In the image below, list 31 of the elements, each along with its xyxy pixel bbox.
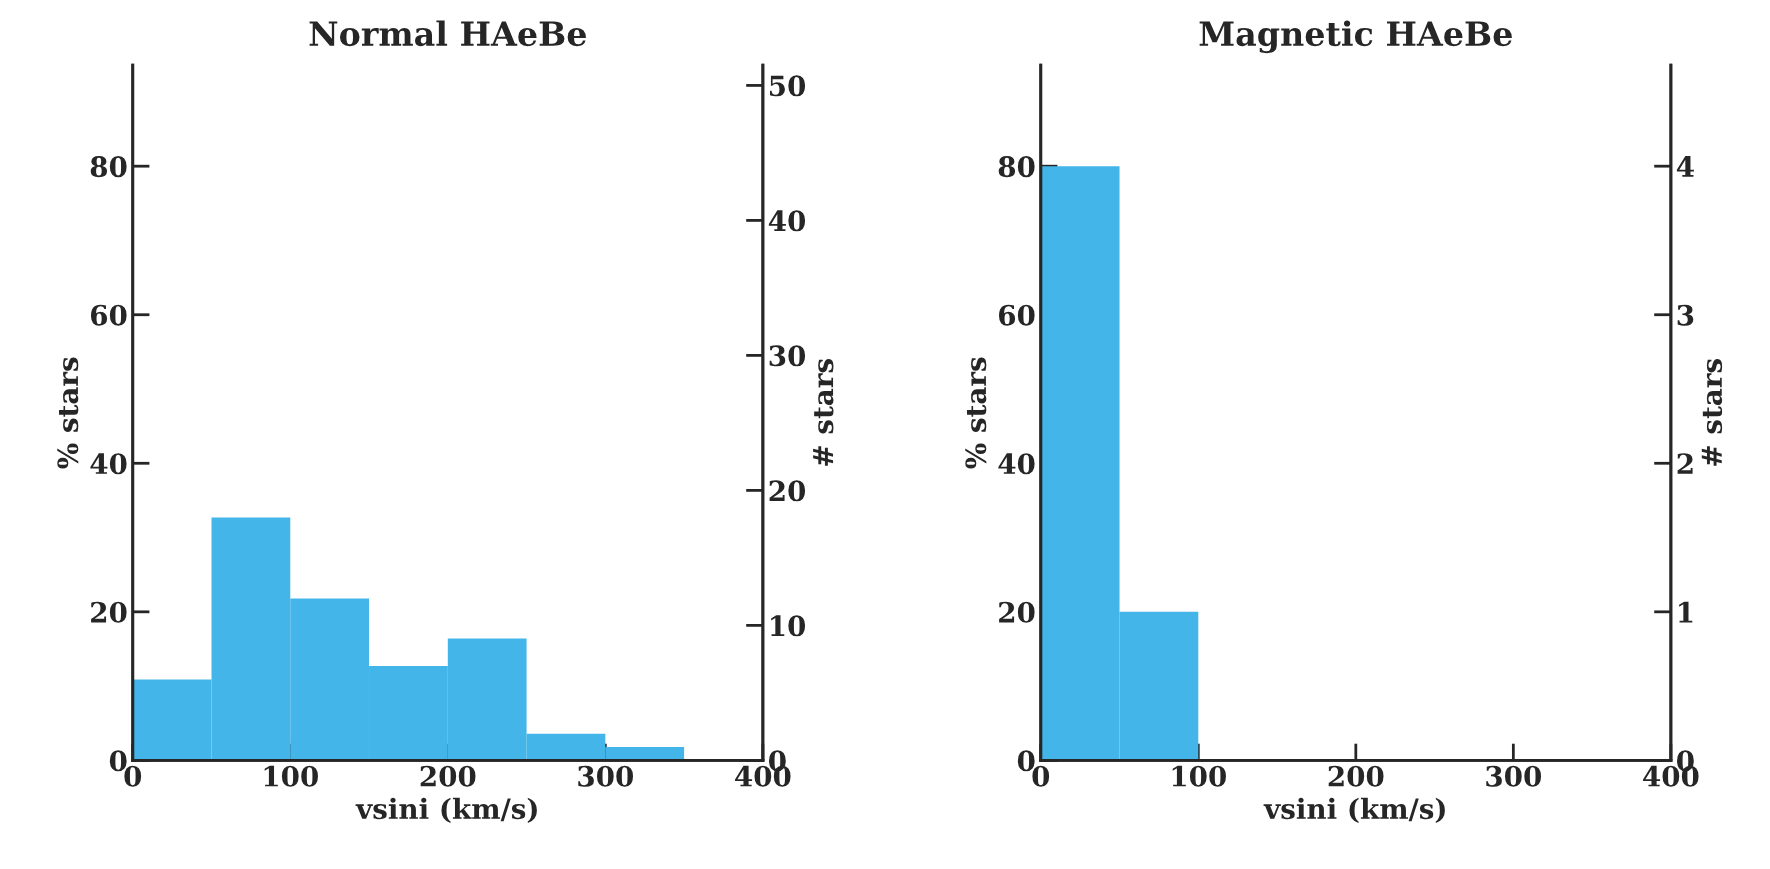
y-tick-label: 20	[999, 601, 1035, 623]
y-axis-title: % stars	[965, 357, 987, 469]
y2-tick-label: 20	[769, 480, 806, 502]
y-tick-label: 80	[90, 156, 127, 178]
y-tick-label: 40	[90, 453, 127, 475]
chart-title: Magnetic HAeBe	[1199, 20, 1512, 54]
x-tick-label: 100	[264, 765, 318, 787]
x-tick-label: 300	[1486, 765, 1542, 787]
y2-tick-label: 2	[1677, 453, 1693, 474]
chart-title: Normal HAeBe	[309, 20, 586, 47]
x-tick-label: 300	[578, 765, 634, 787]
y-tick-label: 20	[91, 601, 127, 623]
y-tick-label: 40	[998, 453, 1035, 475]
y-tick-label: 60	[998, 304, 1035, 326]
x-axis-title: vsini (km/s)	[355, 797, 537, 824]
y2-tick-label: 4	[1676, 156, 1694, 177]
y-tick-label: 60	[90, 304, 127, 326]
x-tick-label: 100	[1172, 765, 1226, 787]
x-tick-label: 200	[1328, 765, 1384, 787]
x-axis-title: vsini (km/s)	[1263, 797, 1445, 824]
y-axis-title: % stars	[57, 357, 79, 469]
y2-tick-label: 3	[1677, 304, 1694, 326]
y2-tick-label: 1	[1679, 601, 1693, 623]
y2-axis-title: # stars	[813, 359, 834, 466]
y2-tick-label: 30	[769, 345, 806, 367]
y2-tick-label: 10	[771, 615, 806, 637]
y2-tick-label: 40	[768, 210, 806, 232]
y-tick-label: 80	[998, 156, 1035, 178]
x-tick-label: 200	[420, 765, 476, 787]
y2-axis-title: # stars	[1701, 359, 1723, 466]
y2-tick-label: 50	[770, 75, 806, 97]
